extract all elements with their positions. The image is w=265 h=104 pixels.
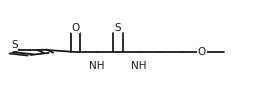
- Text: O: O: [198, 47, 206, 57]
- Text: S: S: [11, 40, 18, 50]
- Text: S: S: [114, 23, 121, 33]
- Text: O: O: [71, 23, 80, 33]
- Text: NH: NH: [131, 61, 147, 71]
- Text: NH: NH: [89, 61, 104, 71]
